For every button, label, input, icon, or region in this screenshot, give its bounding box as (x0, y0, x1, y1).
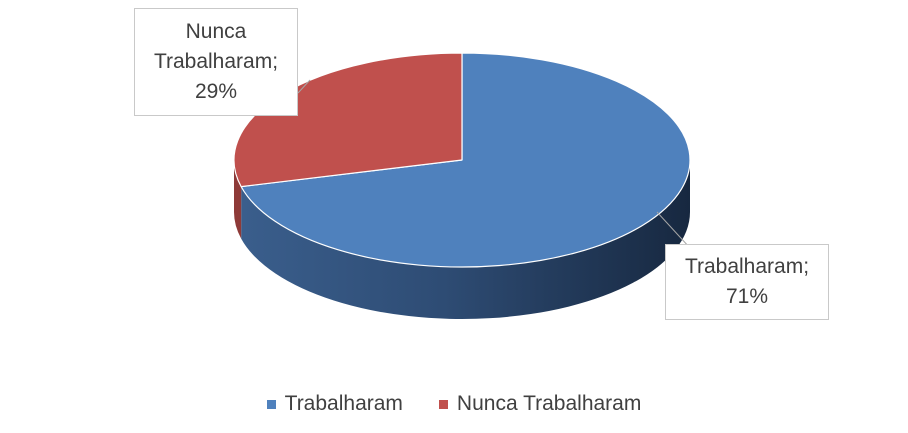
data-label-nunca-trabalharam: Nunca Trabalharam; 29% (134, 8, 298, 116)
legend: Trabalharam Nunca Trabalharam (0, 392, 908, 416)
legend-swatch-trabalharam (266, 399, 276, 409)
pie-side-trabalharam (241, 160, 690, 320)
legend-swatch-nunca-trabalharam (438, 399, 448, 409)
legend-label-trabalharam: Trabalharam (284, 392, 403, 415)
legend-item-trabalharam: Trabalharam (266, 392, 403, 416)
legend-item-nunca-trabalharam: Nunca Trabalharam (438, 392, 642, 416)
pie-slice-trabalharam (240, 52, 691, 268)
leader-line-nunca-trabalharam (297, 79, 311, 94)
legend-label-nunca-trabalharam: Nunca Trabalharam (456, 392, 642, 415)
data-label-trabalharam: Trabalharam; 71% (665, 244, 829, 320)
leader-line-trabalharam (656, 211, 691, 249)
pie-side-nunca-trabalharam (234, 160, 242, 239)
